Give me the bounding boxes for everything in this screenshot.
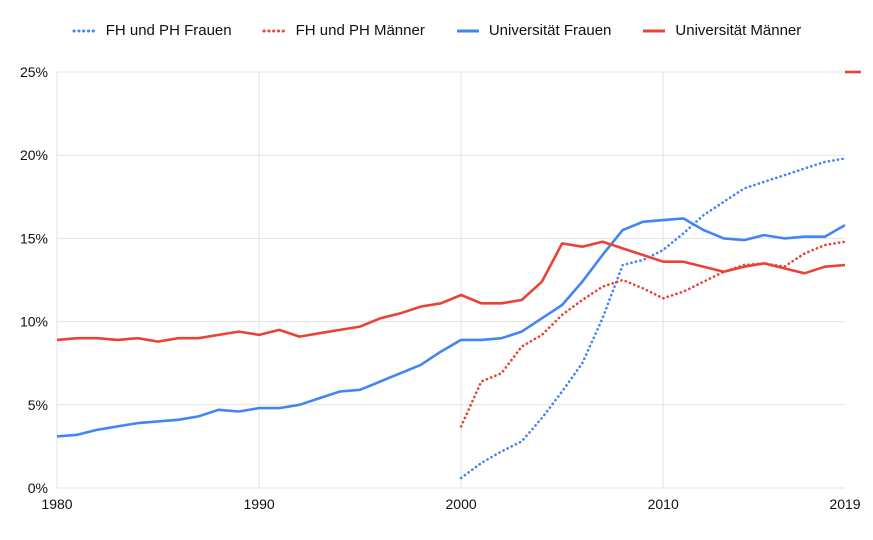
legend-label-universitaet-maenner: Universität Männer — [675, 22, 802, 39]
legend-item-fh-und-ph-maenner: FH und PH Männer — [262, 22, 425, 39]
y-axis-tick-label: 15% — [20, 230, 48, 246]
chart-legend: FH und PH Frauen FH und PH Männer Univer… — [0, 22, 873, 39]
solid-blue-line-icon — [456, 29, 479, 32]
y-axis-tick-label: 25% — [20, 64, 48, 80]
legend-label-fh-und-ph-frauen: FH und PH Frauen — [105, 22, 232, 39]
legend-item-fh-und-ph-frauen: FH und PH Frauen — [72, 22, 232, 39]
series-line-fh-und-ph-frauen — [459, 157, 847, 480]
y-axis-tick-label: 20% — [20, 147, 48, 163]
legend-label-universitaet-frauen: Universität Frauen — [488, 22, 612, 39]
solid-red-line-icon — [643, 29, 666, 32]
y-axis-tick-label: 10% — [20, 314, 48, 330]
y-axis-tick-label: 0% — [28, 480, 48, 496]
dotted-blue-line-icon — [72, 29, 98, 32]
legend-label-fh-und-ph-maenner: FH und PH Männer — [295, 22, 425, 39]
x-axis-tick-label: 1980 — [41, 496, 72, 512]
legend-item-universitaet-frauen: Universität Frauen — [455, 22, 612, 39]
x-axis-tick-label: 2000 — [446, 496, 477, 512]
x-axis-tick-label: 2010 — [648, 496, 679, 512]
series-line-fh-und-ph-maenner — [459, 240, 847, 428]
series-line-universitaet-frauen — [56, 217, 846, 438]
dotted-red-line-icon — [262, 29, 288, 32]
x-axis-tick-label: 2019 — [829, 496, 860, 512]
series-line-universitaet-maenner — [56, 240, 846, 343]
y-axis-tick-label: 5% — [28, 397, 48, 413]
x-axis-tick-label: 1990 — [244, 496, 275, 512]
legend-item-universitaet-maenner: Universität Männer — [641, 22, 801, 39]
